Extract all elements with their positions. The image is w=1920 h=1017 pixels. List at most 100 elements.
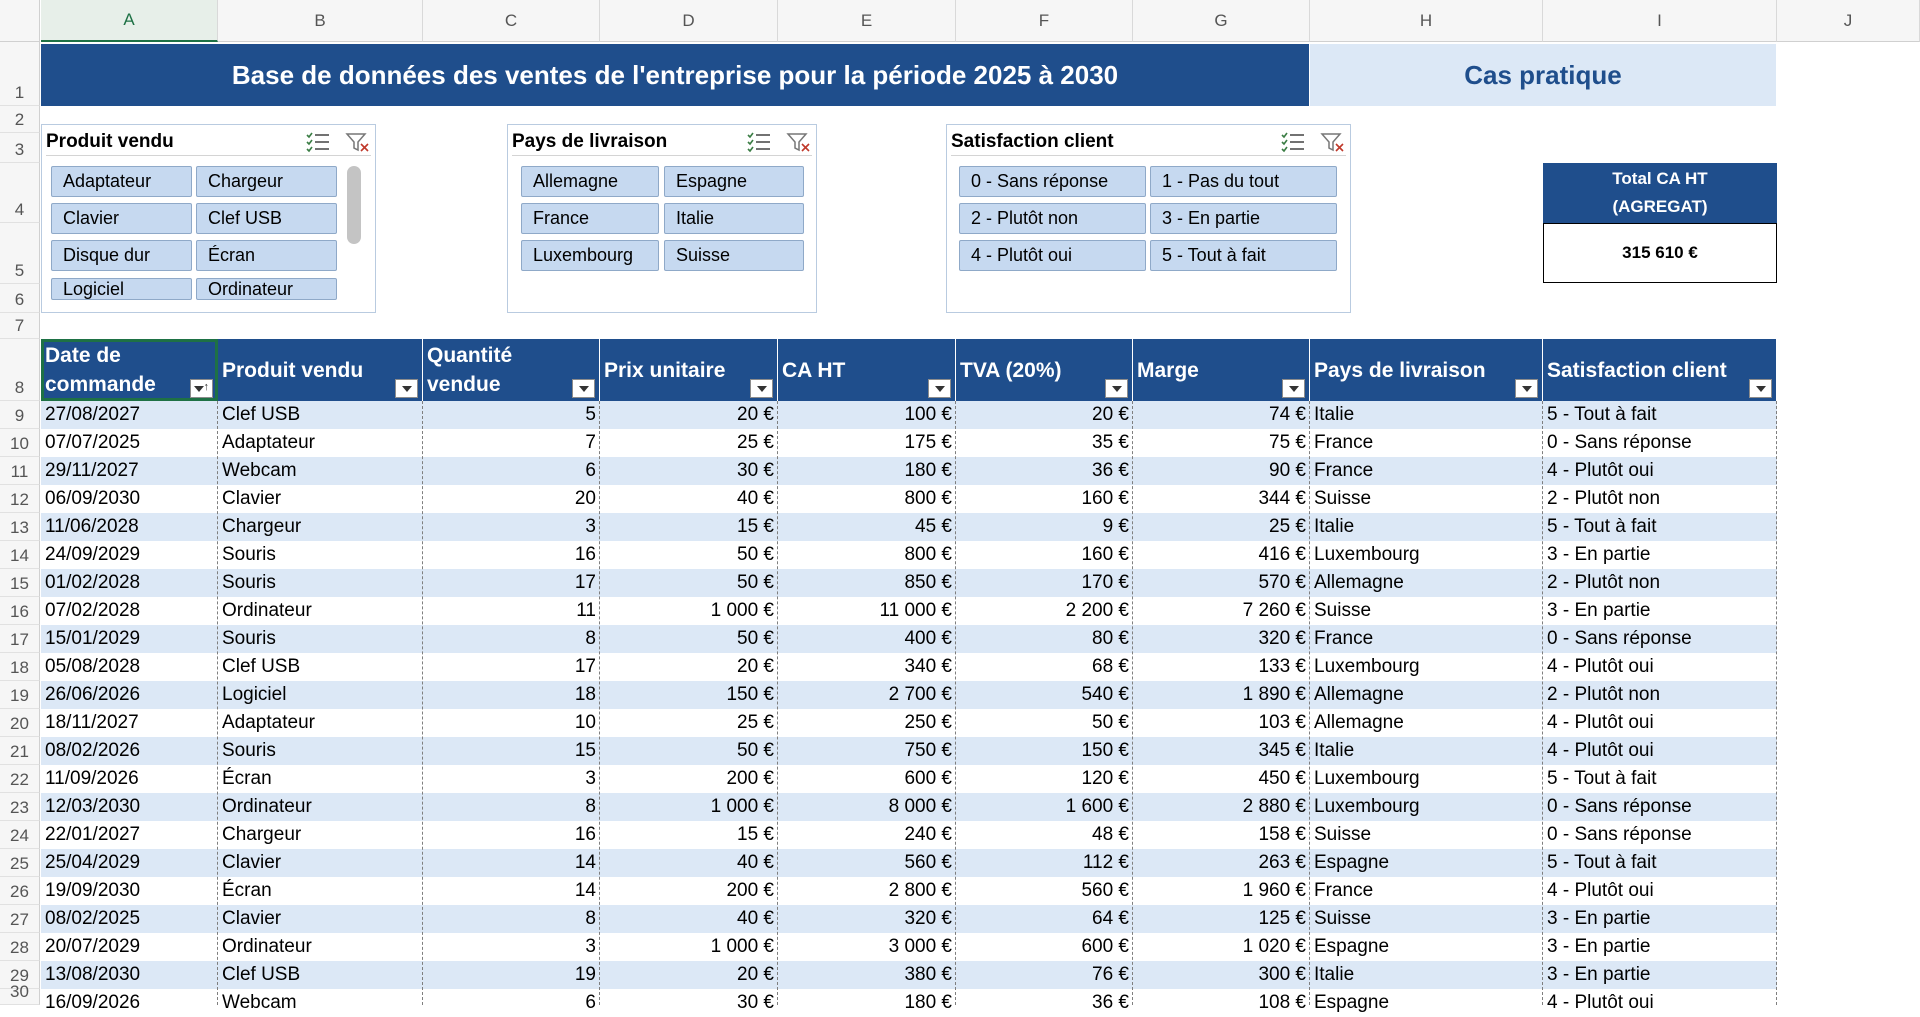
table-cell[interactable]: 16/09/2026 <box>45 992 141 1013</box>
table-cell[interactable]: 9 € <box>1102 516 1129 537</box>
table-cell[interactable]: 540 € <box>1081 684 1129 705</box>
table-cell[interactable]: Clef USB <box>222 404 301 425</box>
table-cell[interactable]: Webcam <box>222 992 297 1013</box>
table-cell[interactable]: 0 - Sans réponse <box>1547 824 1692 845</box>
slicer-item-adaptateur[interactable]: Adaptateur <box>51 166 192 197</box>
table-cell[interactable]: 6 <box>585 460 596 481</box>
table-cell[interactable]: Souris <box>222 628 276 649</box>
table-cell[interactable]: 30 € <box>737 460 774 481</box>
table-cell[interactable]: 16 <box>574 824 596 845</box>
table-cell[interactable]: 40 € <box>737 488 774 509</box>
table-cell[interactable]: 560 € <box>1081 880 1129 901</box>
table-cell[interactable]: 4 - Plutôt oui <box>1547 992 1654 1013</box>
table-cell[interactable]: Espagne <box>1314 992 1390 1013</box>
table-cell[interactable]: 1 000 € <box>710 936 774 957</box>
row-header-26[interactable]: 26 <box>0 877 40 905</box>
row-header-19[interactable]: 19 <box>0 681 40 709</box>
filter-dropdown-icon[interactable] <box>1105 379 1128 398</box>
table-cell[interactable]: Adaptateur <box>222 712 315 733</box>
table-cell[interactable]: 1 890 € <box>1242 684 1306 705</box>
row-header-1[interactable]: 1 <box>0 42 40 106</box>
table-cell[interactable]: 170 € <box>1081 572 1129 593</box>
table-cell[interactable]: 90 € <box>1269 460 1306 481</box>
table-cell[interactable]: 850 € <box>904 572 952 593</box>
table-cell[interactable]: 0 - Sans réponse <box>1547 628 1692 649</box>
table-cell[interactable]: 27/08/2027 <box>45 404 141 425</box>
table-header-tva-20-[interactable]: TVA (20%) <box>956 339 1133 401</box>
table-cell[interactable]: 2 - Plutôt non <box>1547 488 1661 509</box>
table-cell[interactable]: 4 - Plutôt oui <box>1547 880 1654 901</box>
row-header-29[interactable]: 29 <box>0 961 40 989</box>
table-cell[interactable]: 800 € <box>904 488 952 509</box>
table-cell[interactable]: Souris <box>222 740 276 761</box>
table-cell[interactable]: 06/09/2030 <box>45 488 141 509</box>
slicer-item-luxembourg[interactable]: Luxembourg <box>521 240 659 271</box>
table-cell[interactable]: Espagne <box>1314 852 1390 873</box>
table-cell[interactable]: 5 - Tout à fait <box>1547 768 1657 789</box>
table-cell[interactable]: 50 € <box>737 740 774 761</box>
slicer-item-suisse[interactable]: Suisse <box>664 240 804 271</box>
table-cell[interactable]: 344 € <box>1258 488 1306 509</box>
table-cell[interactable]: 35 € <box>1092 432 1129 453</box>
table-cell[interactable]: 10 <box>574 712 596 733</box>
table-cell[interactable]: 36 € <box>1092 460 1129 481</box>
table-cell[interactable]: 64 € <box>1092 908 1129 929</box>
table-cell[interactable]: 160 € <box>1081 488 1129 509</box>
table-cell[interactable]: 750 € <box>904 740 952 761</box>
table-cell[interactable]: 15 € <box>737 824 774 845</box>
table-cell[interactable]: Luxembourg <box>1314 656 1420 677</box>
table-header-quantit-vendue[interactable]: Quantité vendue <box>423 339 600 401</box>
row-header-7[interactable]: 7 <box>0 313 40 339</box>
table-cell[interactable]: 19 <box>574 964 596 985</box>
table-cell[interactable]: 150 € <box>726 684 774 705</box>
table-cell[interactable]: 5 - Tout à fait <box>1547 852 1657 873</box>
table-cell[interactable]: Ordinateur <box>222 936 312 957</box>
slicer-scrollbar[interactable] <box>347 166 361 244</box>
row-header-14[interactable]: 14 <box>0 541 40 569</box>
filter-dropdown-icon[interactable] <box>1749 379 1772 398</box>
row-header-4[interactable]: 4 <box>0 163 40 223</box>
table-cell[interactable]: 570 € <box>1258 572 1306 593</box>
table-cell[interactable]: 76 € <box>1092 964 1129 985</box>
table-cell[interactable]: 600 € <box>904 768 952 789</box>
table-cell[interactable]: 5 - Tout à fait <box>1547 404 1657 425</box>
table-cell[interactable]: 15/01/2029 <box>45 628 141 649</box>
table-cell[interactable]: Souris <box>222 544 276 565</box>
row-header-17[interactable]: 17 <box>0 625 40 653</box>
table-header-ca-ht[interactable]: CA HT <box>778 339 956 401</box>
clear-filter-icon[interactable] <box>786 131 812 153</box>
clear-filter-icon[interactable] <box>345 131 371 153</box>
table-cell[interactable]: 3 - En partie <box>1547 600 1651 621</box>
table-cell[interactable]: Luxembourg <box>1314 544 1420 565</box>
row-header-25[interactable]: 25 <box>0 849 40 877</box>
slicer-item-italie[interactable]: Italie <box>664 203 804 234</box>
table-cell[interactable]: Luxembourg <box>1314 768 1420 789</box>
table-cell[interactable]: 120 € <box>1081 768 1129 789</box>
table-cell[interactable]: 400 € <box>904 628 952 649</box>
slicer-item-france[interactable]: France <box>521 203 659 234</box>
table-cell[interactable]: 3 - En partie <box>1547 544 1651 565</box>
table-cell[interactable]: 2 700 € <box>888 684 952 705</box>
table-header-prix-unitaire[interactable]: Prix unitaire <box>600 339 778 401</box>
row-header-16[interactable]: 16 <box>0 597 40 625</box>
table-cell[interactable]: 320 € <box>904 908 952 929</box>
table-cell[interactable]: 20/07/2029 <box>45 936 141 957</box>
table-cell[interactable]: 25 € <box>737 432 774 453</box>
table-cell[interactable]: Écran <box>222 768 272 789</box>
table-cell[interactable]: 2 - Plutôt non <box>1547 684 1661 705</box>
table-cell[interactable]: 250 € <box>904 712 952 733</box>
table-cell[interactable]: 3 000 € <box>888 936 952 957</box>
table-cell[interactable]: Clavier <box>222 908 282 929</box>
slicer-item-2-plut-t-non[interactable]: 2 - Plutôt non <box>959 203 1146 234</box>
table-cell[interactable]: 50 € <box>737 572 774 593</box>
table-cell[interactable]: Suisse <box>1314 488 1372 509</box>
table-cell[interactable]: 8 <box>585 908 596 929</box>
table-cell[interactable]: 1 000 € <box>710 796 774 817</box>
slicer-item-clef-usb[interactable]: Clef USB <box>196 203 337 234</box>
row-header-27[interactable]: 27 <box>0 905 40 933</box>
row-header-8[interactable]: 8 <box>0 339 40 401</box>
table-cell[interactable]: Clef USB <box>222 656 301 677</box>
table-cell[interactable]: 3 - En partie <box>1547 936 1651 957</box>
table-cell[interactable]: 48 € <box>1092 824 1129 845</box>
table-header-satisfaction-client[interactable]: Satisfaction client <box>1543 339 1777 401</box>
